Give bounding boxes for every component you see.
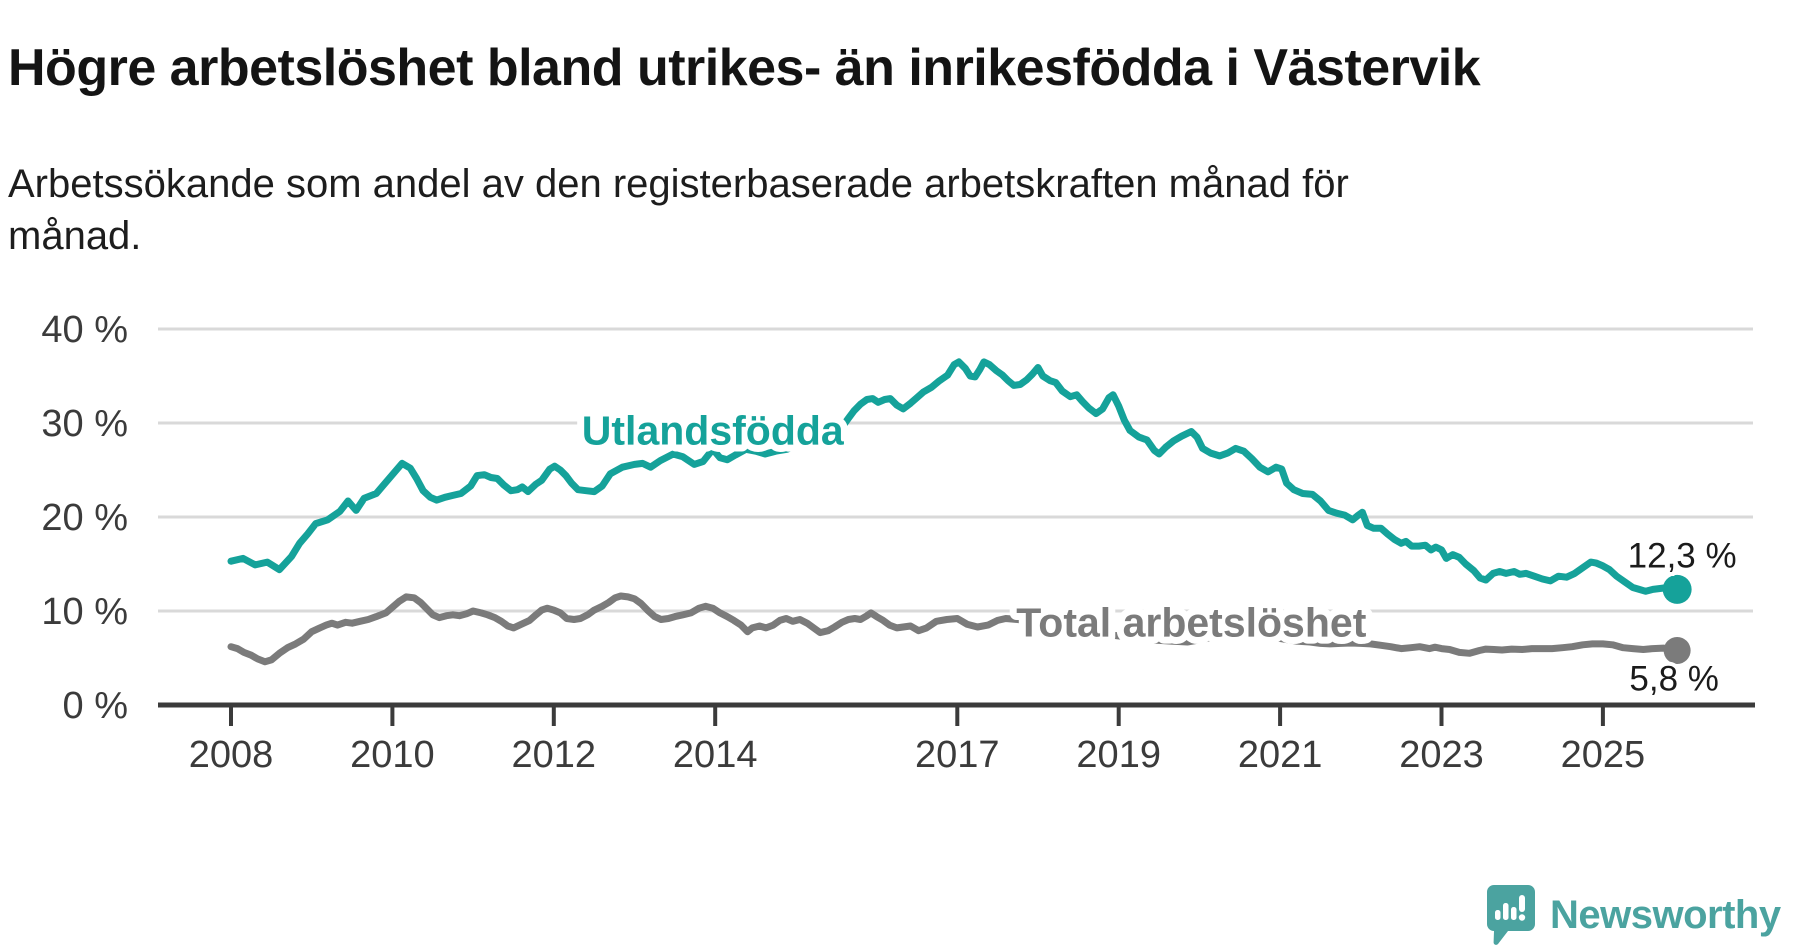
newsworthy-logo: Newsworthy [1486,884,1781,946]
newsworthy-speech-bubble-bar-chart-icon [1487,885,1535,945]
x-tick-label-2014: 2014 [673,734,758,776]
end-label-utlandsfodda: 12,3 % [1628,536,1737,575]
line-chart: 2008 2010 2012 2014 2017 2019 2021 2023 2025 0 % 1… [41,309,1755,776]
page-title: Högre arbetslöshet bland utrikes- än inr… [8,38,1481,97]
y-tick-label-30: 30 % [41,403,128,445]
chart-subtitle: Arbetssökande som andel av den registerb… [8,162,1349,258]
x-tick-label-2017: 2017 [915,734,1000,776]
x-tick-label-2010: 2010 [350,734,435,776]
end-label-total: 5,8 % [1629,659,1719,698]
x-tick-label-2023: 2023 [1399,734,1484,776]
series-line-utlandsfodda [227,358,1681,595]
end-dot-utlandsfodda [1662,574,1692,604]
x-tick-label-2019: 2019 [1076,734,1161,776]
series-label-utlandsfodda: Utlandsfödda [582,408,845,454]
y-tick-label-20: 20 % [41,497,128,539]
newsworthy-logo-text: Newsworthy [1550,892,1781,937]
y-tick-label-10: 10 % [41,591,128,633]
x-tick-label-2025: 2025 [1561,734,1646,776]
y-tick-label-40: 40 % [41,309,128,351]
x-tick-label-2021: 2021 [1238,734,1323,776]
end-dot-total [1663,636,1691,664]
x-tick-label-2012: 2012 [512,734,597,776]
x-tick-label-2008: 2008 [189,734,274,776]
series-label-total: Total arbetslöshet [1016,599,1366,645]
y-tick-label-0: 0 % [63,685,128,727]
series-line-total [227,592,1681,666]
